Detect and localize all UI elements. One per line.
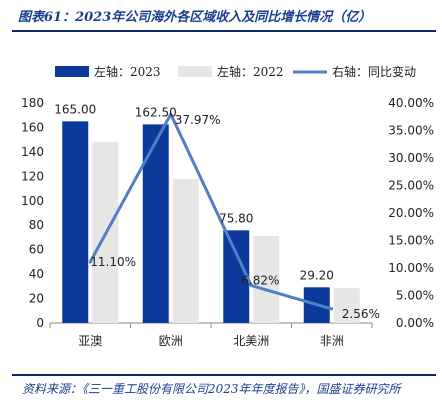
x-category-label: 北美洲 [233,334,269,348]
bar-2023 [62,121,89,323]
y-right-tick-label: 15.00% [388,234,434,248]
footer-divider [12,374,436,376]
bars [62,121,360,323]
legend: 左轴：2023 左轴：2022 右轴：同比变动 [55,64,416,79]
yoy-line [88,112,334,311]
legend-label-yoy: 右轴：同比变动 [332,64,416,79]
data-labels: 165.00 162.50 75.80 29.20 11.10% 37.97% 6.82% 2… [54,102,380,321]
x-category-label: 非洲 [320,334,344,348]
legend-label-2023: 左轴：2023 [94,64,161,79]
bar-2022 [172,179,199,323]
legend-swatch-2023 [55,66,89,77]
y-left-tick-label: 140 [21,145,44,159]
yoy-point [88,260,92,264]
bar-2022 [253,235,280,323]
title-bar: 图表61：2023年公司海外各区域收入及同比增长情况（亿） [12,0,436,32]
yoy-data-label: 11.10% [90,255,136,269]
yoy-line-path [88,112,333,311]
source-note: 资料来源：《三一重工股份有限公司2023年年度报告》，国盛证券研究所 [22,382,401,396]
y-left-tick-label: 100 [21,194,44,208]
legend-label-2022: 左轴：2022 [217,64,284,79]
bar-2023-data-label: 29.20 [300,268,334,282]
yoy-point [330,307,334,311]
y-left-tick-label: 60 [29,243,44,257]
y-left-tick-label: 80 [29,218,44,232]
axes: 0 20 40 60 80 100 120 140 160 180 0.00% 5.00% 10.00%… [21,96,434,348]
y-right-tick-label: 25.00% [388,179,434,193]
y-right-tick-label: 5.00% [396,289,434,303]
y-right-tick-label: 40.00% [388,96,434,110]
y-left-tick-label: 120 [21,169,44,183]
bar-2023-data-label: 162.50 [135,105,177,119]
y-right-tick-label: 0.00% [396,316,434,330]
y-right-tick-label: 35.00% [388,124,434,138]
bar-2023 [142,124,169,323]
y-left-tick-label: 20 [29,292,44,306]
bar-2022 [333,288,360,323]
bar-2023-data-label: 75.80 [219,211,253,225]
y-left-tick-label: 0 [36,316,44,330]
yoy-data-label: 2.56% [342,307,380,321]
yoy-point [249,283,253,287]
yoy-data-label: 6.82% [241,273,279,287]
x-category-label: 亚澳 [78,334,102,348]
bar-2023 [223,230,250,323]
y-left-tick-label: 160 [21,120,44,134]
x-category-label: 欧洲 [159,334,183,348]
y-left-tick-label: 40 [29,267,44,281]
y-right-tick-label: 20.00% [388,206,434,220]
yoy-data-label: 37.97% [175,113,221,127]
chart-title: 图表61：2023年公司海外各区域收入及同比增长情况（亿） [18,10,372,25]
bar-2023-data-label: 165.00 [54,102,96,116]
y-left-tick-label: 180 [21,96,44,110]
legend-swatch-2022 [178,66,212,77]
yoy-point [169,112,173,116]
y-right-tick-label: 10.00% [388,261,434,275]
chart: 左轴：2023 左轴：2022 右轴：同比变动 0 20 40 60 80 100 120 1… [21,64,434,348]
y-right-tick-label: 30.00% [388,151,434,165]
